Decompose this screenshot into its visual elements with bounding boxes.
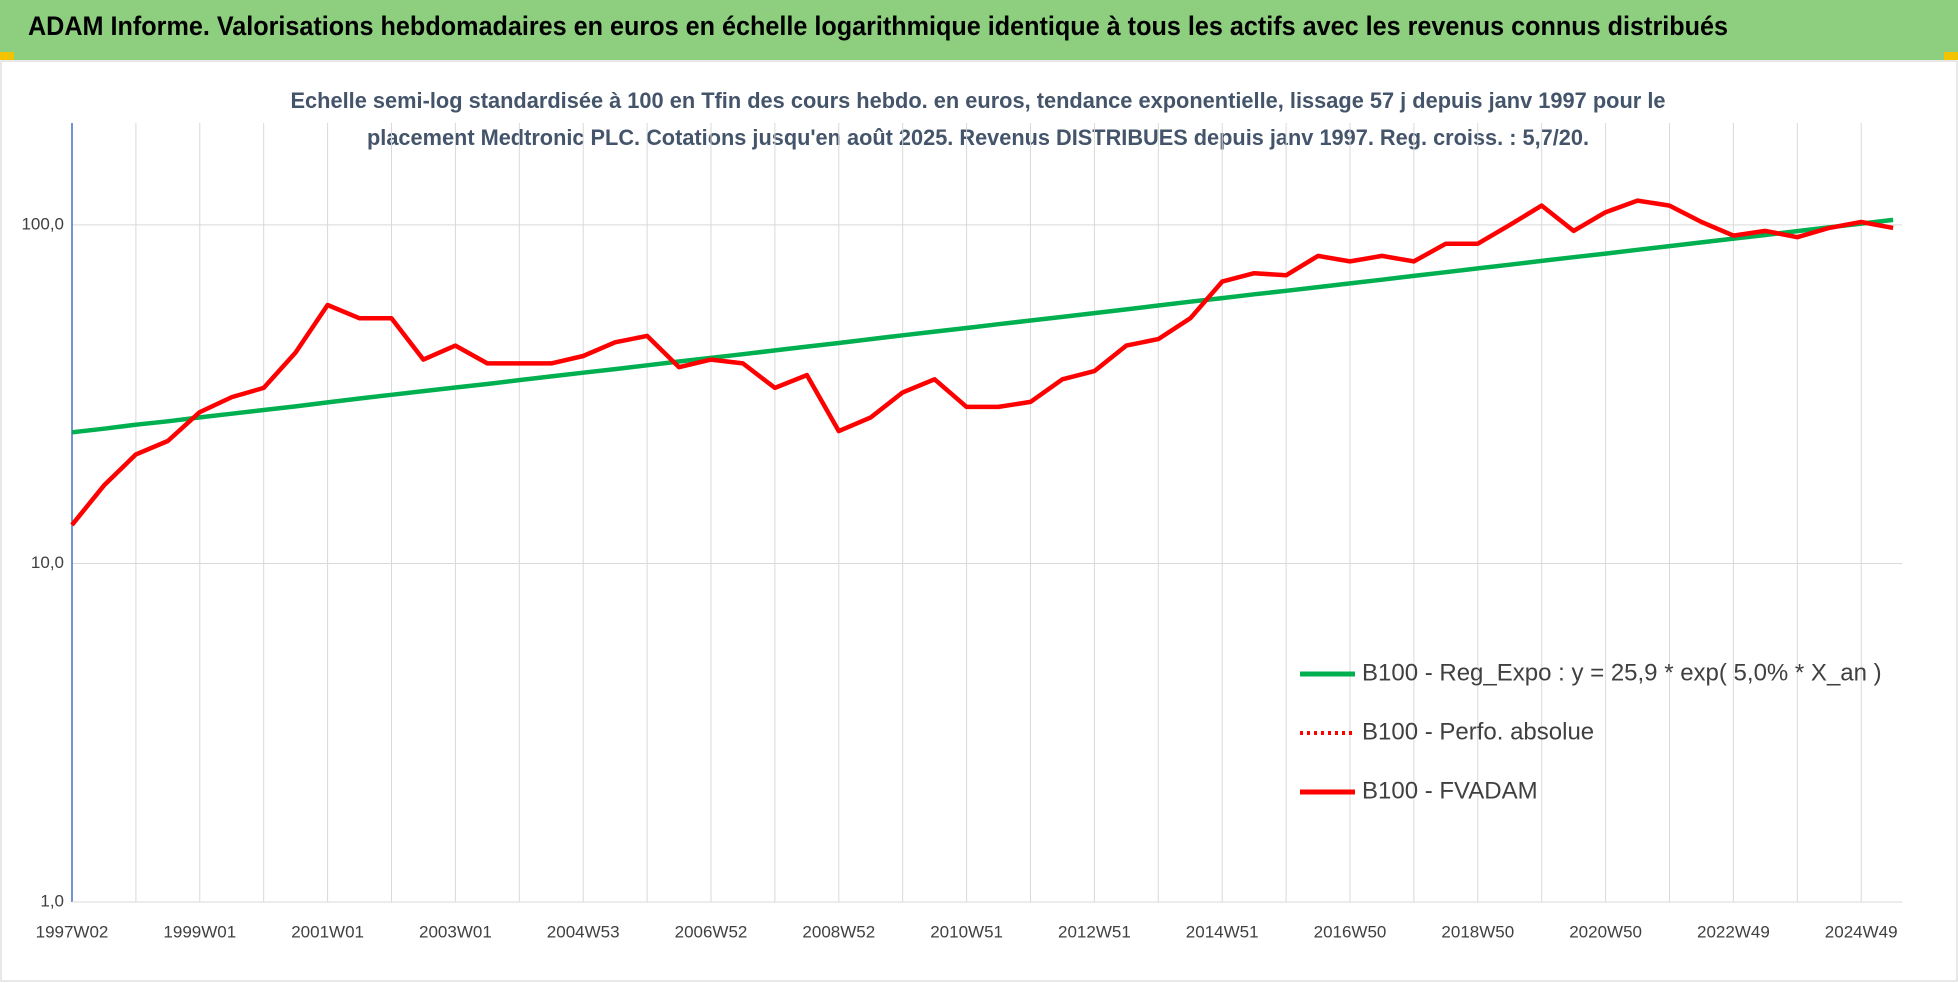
y-tick-label: 100,0 — [21, 214, 64, 233]
x-tick-label: 2006W52 — [675, 922, 748, 941]
header-band — [0, 0, 1958, 60]
x-tick-label: 2022W49 — [1697, 922, 1770, 941]
corner — [0, 52, 14, 60]
x-tick-label: 2024W49 — [1825, 922, 1898, 941]
x-tick-label: 2016W50 — [1314, 922, 1387, 941]
x-tick-label: 2010W51 — [930, 922, 1003, 941]
legend-label: B100 - FVADAM — [1362, 777, 1538, 804]
legend-label: B100 - Perfo. absolue — [1362, 718, 1594, 745]
x-tick-label: 2008W52 — [802, 922, 875, 941]
chart-area — [0, 60, 1958, 982]
x-tick-label: 2014W51 — [1186, 922, 1259, 941]
x-tick-label: 1999W01 — [163, 922, 236, 941]
chart-subtitle: Echelle semi-log standardisée à 100 en T… — [291, 88, 1666, 113]
y-tick-label: 10,0 — [31, 553, 64, 572]
x-tick-label: 2020W50 — [1569, 922, 1642, 941]
x-tick-label: 2004W53 — [547, 922, 620, 941]
series-line — [71, 217, 1894, 435]
corner — [1944, 52, 1958, 60]
y-tick-label: 1,0 — [40, 891, 64, 910]
x-tick-label: 2018W50 — [1441, 922, 1514, 941]
series-line — [70, 198, 1894, 527]
chart-subtitle: placement Medtronic PLC. Cotations jusqu… — [367, 125, 1589, 150]
x-tick-label: 2001W01 — [291, 922, 364, 941]
legend-label: B100 - Reg_Expo : y = 25,9 * exp( 5,0% *… — [1362, 659, 1882, 686]
x-tick-label: 2012W51 — [1058, 922, 1131, 941]
x-tick-label: 2003W01 — [419, 922, 492, 941]
x-tick-label: 1997W02 — [36, 922, 109, 941]
header-title: ADAM Informe. Valorisations hebdomadaire… — [28, 11, 1728, 41]
